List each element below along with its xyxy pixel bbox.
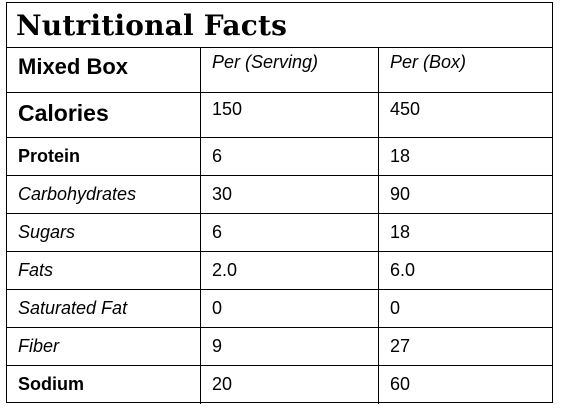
per-serving-value: 6 [201, 138, 379, 175]
per-box-value: 27 [390, 336, 411, 356]
per-box-value: 6.0 [390, 260, 416, 280]
nutrient-name: Fats [7, 252, 201, 289]
nutrient-name: Carbohydrates [7, 176, 201, 213]
per-serving-value: 30 [201, 176, 379, 213]
header-label: Mixed Box [7, 48, 201, 92]
table-title: Nutritional Facts [16, 8, 288, 42]
table-row-saturated-fat: Saturated Fat 0 0 [7, 290, 552, 328]
table-row-calories: Calories 150 450 [7, 93, 552, 138]
header-per-serving: Per (Serving) [201, 48, 379, 92]
nutrient-name: Protein [7, 138, 201, 175]
table-row-sugars: Sugars 6 18 [7, 214, 552, 252]
per-serving-value: 20 [201, 366, 379, 404]
per-serving-value: 2.0 [201, 252, 379, 289]
nutrient-name: Saturated Fat [7, 290, 201, 327]
nutrient-name: Sugars [7, 214, 201, 251]
header-per-box: Per (Box) [390, 52, 467, 72]
per-serving-value: 6 [201, 214, 379, 251]
table-row-protein: Protein 6 18 [7, 138, 552, 176]
title-row: Nutritional Facts [7, 3, 552, 48]
table-row-fiber: Fiber 9 27 [7, 328, 552, 366]
per-box-value: 90 [390, 184, 411, 204]
per-box-value: 450 [390, 99, 421, 119]
table-row-sodium: Sodium 20 60 [7, 366, 552, 404]
per-box-value: 0 [390, 298, 401, 318]
nutrient-name: Fiber [7, 328, 201, 365]
nutrient-name: Sodium [7, 366, 201, 404]
per-box-value: 18 [390, 146, 411, 166]
nutrient-name: Calories [7, 93, 201, 137]
per-serving-value: 150 [201, 93, 379, 137]
per-serving-value: 0 [201, 290, 379, 327]
nutrition-facts-table: Nutritional Facts Mixed Box Per (Serving… [6, 2, 553, 404]
per-box-value: 60 [390, 374, 411, 394]
per-box-value: 18 [390, 222, 411, 242]
per-serving-value: 9 [201, 328, 379, 365]
table-row-fats: Fats 2.0 6.0 [7, 252, 552, 290]
header-row: Mixed Box Per (Serving) Per (Box) [7, 48, 552, 93]
table-row-carbohydrates: Carbohydrates 30 90 [7, 176, 552, 214]
